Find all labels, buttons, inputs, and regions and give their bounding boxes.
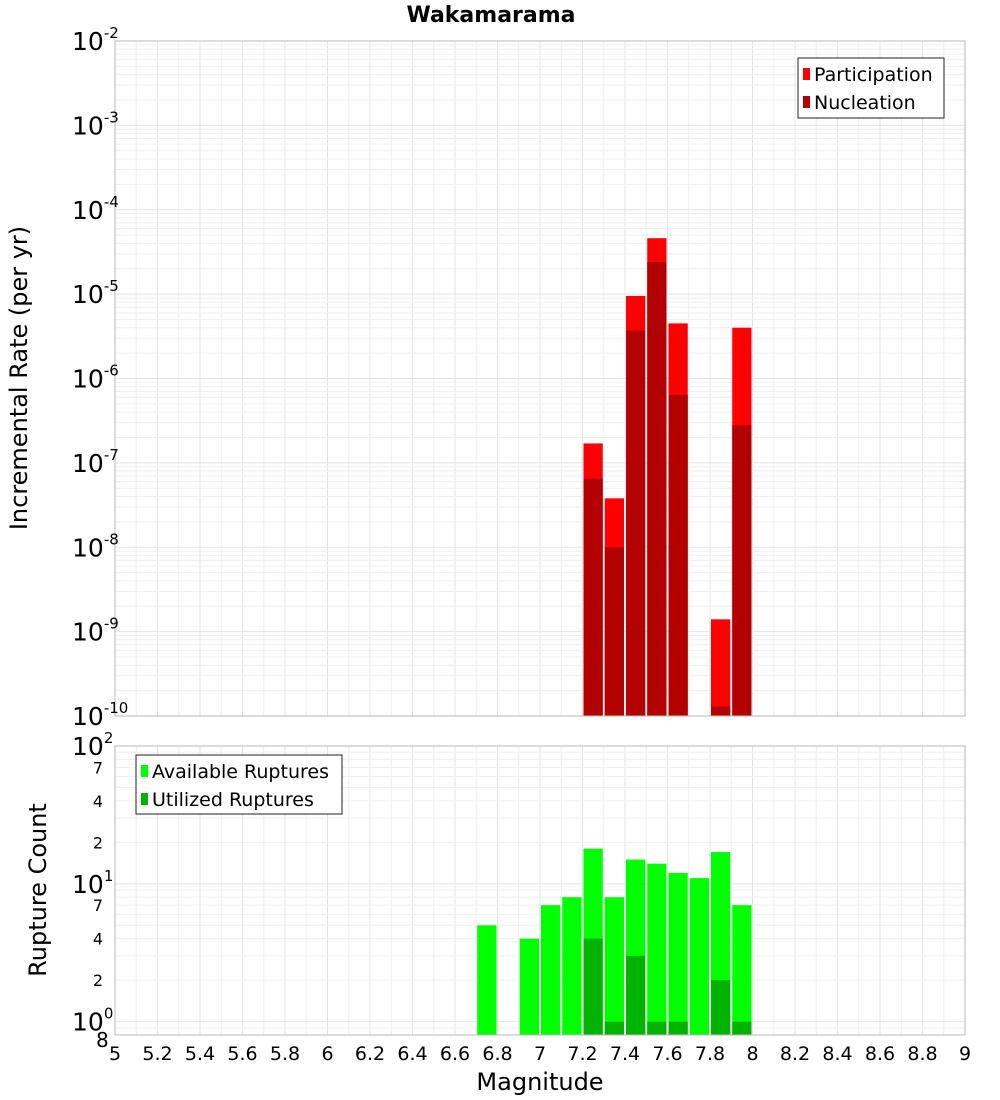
count-bar-a [477, 925, 497, 1035]
y-tick-label: 102 [72, 729, 113, 761]
y-tick-label: 7 [93, 896, 103, 915]
chart-title: Wakamarama [406, 3, 575, 28]
count-panel-y-axis-label: Rupture Count [24, 803, 52, 977]
legend-box [135, 754, 343, 815]
y-tick-label: 10-6 [72, 362, 119, 394]
rate-bar-b [668, 394, 688, 716]
rate-bar-a [711, 619, 731, 716]
x-tick-label: 6.4 [397, 1043, 427, 1065]
count-bar-a [689, 878, 709, 1035]
count-bar-b [583, 938, 603, 1035]
rate-bar-b [583, 478, 603, 716]
rate-bar-b [647, 262, 667, 716]
count-bar-b [668, 1021, 688, 1035]
y-tick-label: 10-7 [72, 446, 119, 478]
y-tick-label: 10-10 [72, 699, 128, 731]
y-tick-label: 10-8 [72, 530, 119, 562]
legend-label: Participation [814, 64, 933, 86]
count-panel-bars [477, 848, 752, 1035]
y-tick-label: 10-2 [72, 24, 119, 56]
count-bar-b [647, 1021, 667, 1035]
x-tick-label: 5.8 [270, 1043, 300, 1065]
x-tick-label: 5.4 [185, 1043, 215, 1065]
x-tick-label: 8.2 [780, 1043, 810, 1065]
count-bar-b [732, 1021, 752, 1035]
y-tick-label: 101 [72, 867, 113, 899]
count-bar-a [647, 863, 667, 1035]
legend-label: Nucleation [814, 92, 916, 114]
legend-swatch [803, 96, 810, 108]
y-tick-label: 10-4 [72, 193, 119, 225]
rate-panel-y-ticks: 10-10 10-9 10-8 10-7 10-6 10-5 10-4 10-3 10-2 [72, 24, 128, 731]
count-bar-a [604, 897, 624, 1035]
y-tick-label: 2 [93, 833, 103, 852]
y-tick-label: 4 [93, 930, 103, 949]
count-bar-b [604, 1021, 624, 1035]
x-tick-label: 6.8 [482, 1043, 512, 1065]
x-tick-label: 5 [109, 1043, 121, 1065]
x-axis-ticks: 5 5.2 5.4 5.6 5.8 6 6.2 6.4 6.6 6.8 7 7.2 7.4 7.6 7.8 8… [109, 1043, 971, 1065]
legend-swatch [803, 68, 810, 80]
x-tick-label: 6.6 [440, 1043, 470, 1065]
count-bar-a [732, 905, 752, 1035]
y-tick-label: 2 [93, 971, 103, 990]
y-tick-label: 10-3 [72, 108, 119, 140]
y-tick-label: 8 [96, 1028, 109, 1052]
x-tick-label: 6.2 [355, 1043, 385, 1065]
count-bar-a [562, 897, 582, 1035]
x-tick-label: 7.6 [652, 1043, 682, 1065]
legend-label: Available Ruptures [152, 761, 329, 783]
count-bar-a [668, 872, 688, 1035]
x-tick-label: 7 [534, 1043, 546, 1065]
x-tick-label: 7.4 [610, 1043, 640, 1065]
rate-panel-frame [114, 40, 966, 717]
x-tick-label: 8.6 [865, 1043, 895, 1065]
count-panel-frame [114, 745, 966, 1036]
rate-bar-b [604, 547, 624, 716]
y-tick-label: 100 [72, 1005, 113, 1037]
count-bar-b [711, 980, 731, 1035]
x-tick-label: 8 [746, 1043, 758, 1065]
rate-panel-bars [583, 238, 752, 716]
count-bar-b [626, 955, 646, 1035]
count-panel-legend: Available Ruptures Utilized Ruptures [135, 754, 343, 815]
y-tick-label: 4 [93, 792, 103, 811]
x-tick-label: 6 [321, 1043, 333, 1065]
rate-bar-b [711, 706, 731, 716]
x-tick-label: 7.2 [567, 1043, 597, 1065]
y-tick-label: 10-9 [72, 615, 119, 647]
count-bar-a [541, 905, 561, 1035]
rate-bar-b [732, 425, 752, 716]
x-tick-label: 8.8 [907, 1043, 937, 1065]
rate-panel-grid [114, 41, 966, 717]
x-tick-label: 9 [959, 1043, 971, 1065]
legend-swatch [141, 793, 148, 805]
legend-swatch [141, 765, 148, 777]
rate-bar-b [626, 330, 646, 716]
rate-panel-legend: Participation Nucleation [797, 57, 945, 119]
rate-panel: 10-10 10-9 10-8 10-7 10-6 10-5 10-4 10-3 10-2 In… [5, 24, 966, 731]
x-tick-label: 8.4 [822, 1043, 852, 1065]
x-axis-label: Magnitude [476, 1068, 603, 1096]
y-tick-label: 10-5 [72, 277, 119, 309]
x-tick-label: 5.2 [142, 1043, 172, 1065]
count-bar-a [519, 938, 539, 1035]
x-tick-label: 5.6 [227, 1043, 257, 1065]
x-tick-label: 7.8 [695, 1043, 725, 1065]
legend-label: Utilized Ruptures [152, 789, 314, 811]
y-tick-label: 7 [93, 758, 103, 777]
rate-panel-y-axis-label: Incremental Rate (per yr) [5, 226, 33, 530]
legend-box [797, 57, 945, 119]
